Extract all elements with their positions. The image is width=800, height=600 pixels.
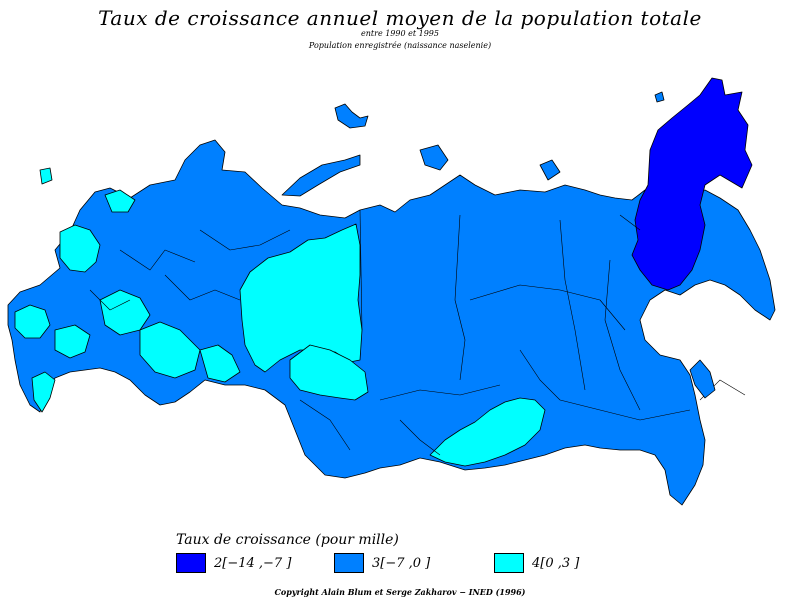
region-south-siberia <box>289 344 369 401</box>
legend-label: 4[0 ,3 ] <box>532 555 580 571</box>
region-baikal <box>429 397 546 467</box>
legend-title: Taux de croissance (pour mille) <box>176 532 399 548</box>
legend-label: 3[−7 ,0 ] <box>372 555 431 571</box>
legend-item-dark-blue: 2[−14 ,−7 ] <box>176 552 291 574</box>
legend-swatch <box>334 553 364 573</box>
island-fj <box>334 103 369 129</box>
legend-item-medium-blue: 3[−7 ,0 ] <box>334 552 430 574</box>
region-west-c <box>99 289 151 336</box>
region-sakhalin <box>689 359 716 399</box>
island-kaliningrad <box>39 167 53 185</box>
legend-item-cyan: 4[0 ,3 ] <box>494 552 579 574</box>
island-novosib <box>539 159 561 181</box>
region-west-h <box>31 371 56 413</box>
legend-swatch <box>494 553 524 573</box>
island-severnaya <box>419 144 449 171</box>
map-note: Population enregistrée (naissance nasele… <box>308 41 492 50</box>
region-west-d <box>139 321 201 379</box>
region-west-b <box>14 304 51 339</box>
region-west-g <box>199 344 241 383</box>
region-west-a <box>59 224 101 273</box>
island-novaya-zemlya <box>281 154 361 197</box>
copyright: Copyright Alain Blum et Serge Zakharov −… <box>274 587 526 597</box>
region-far-east <box>631 77 753 291</box>
map-period: entre 1990 et 1995 <box>361 29 439 38</box>
region-west-e <box>54 324 91 359</box>
map-title: Taux de croissance annuel moyen de la po… <box>98 6 702 30</box>
legend-label: 2[−14 ,−7 ] <box>214 555 292 571</box>
legend-swatch <box>176 553 206 573</box>
region-west-f <box>104 189 136 213</box>
region-main <box>7 139 776 506</box>
island-wrangel <box>654 91 665 103</box>
